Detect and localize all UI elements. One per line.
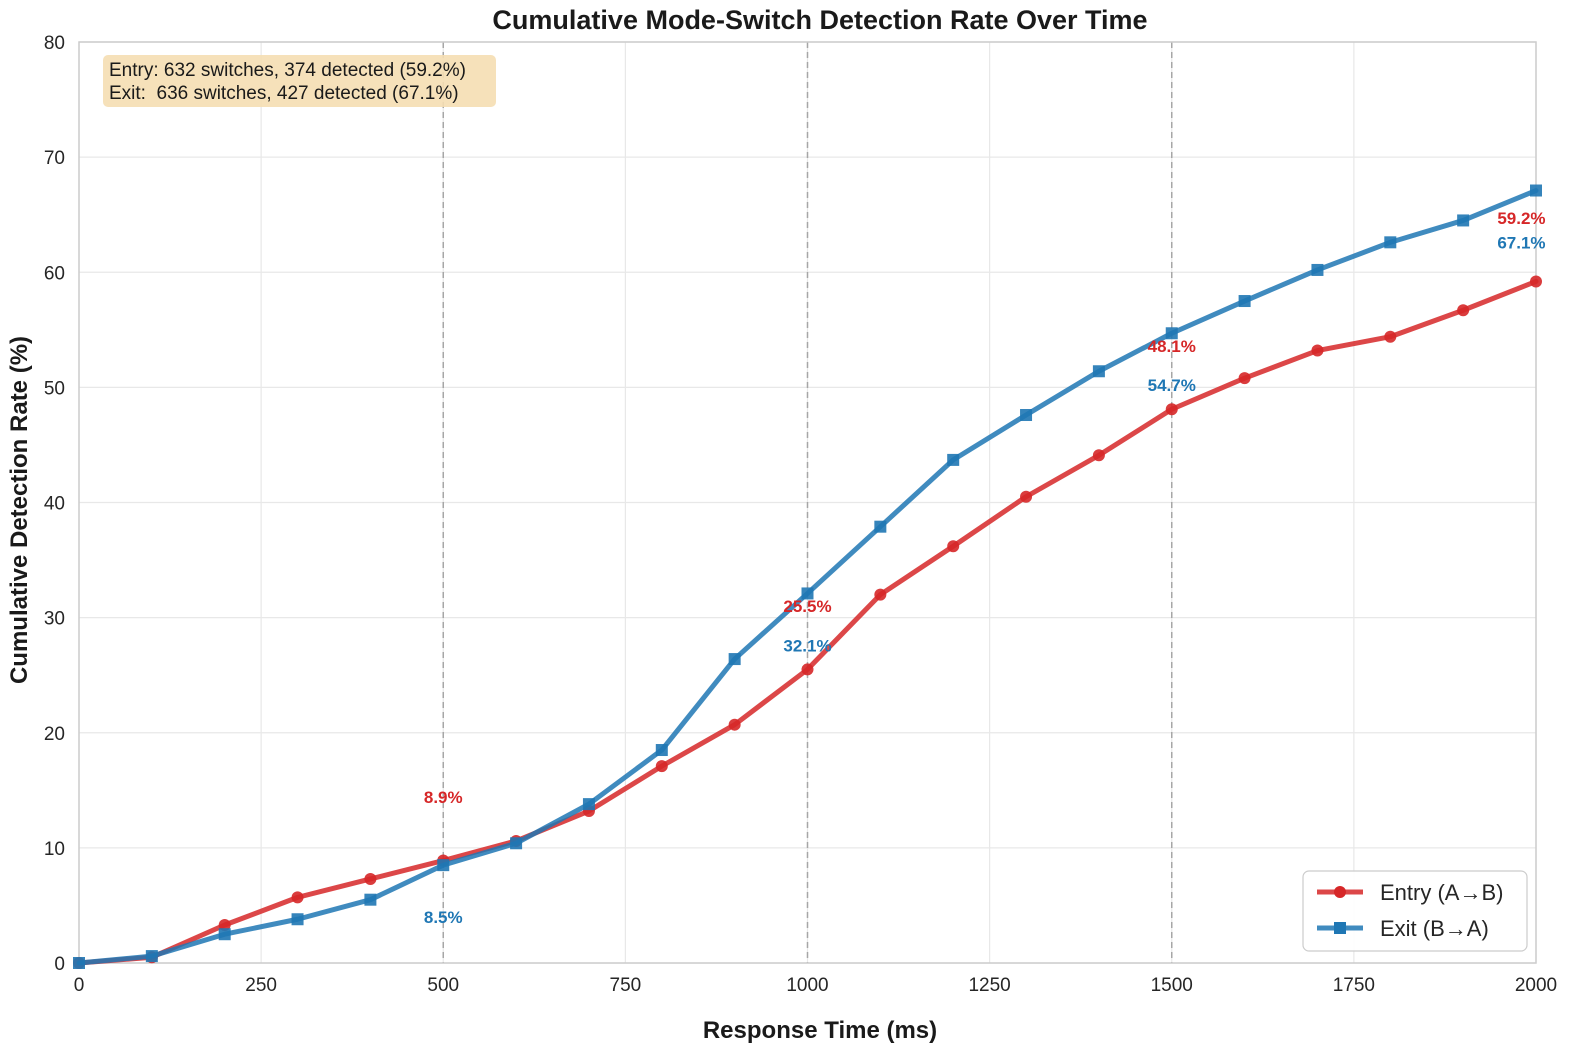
chart-title: Cumulative Mode-Switch Detection Rate Ov… — [492, 5, 1147, 35]
y-tick-label: 10 — [44, 839, 65, 860]
data-point — [1311, 344, 1324, 357]
x-tick-label: 1000 — [786, 975, 828, 996]
y-tick-label: 70 — [44, 148, 65, 169]
y-tick-label: 30 — [44, 609, 65, 630]
summary-info-box: Entry: 632 switches, 374 detected (59.2%… — [103, 55, 496, 107]
plot-frame — [78, 41, 1537, 964]
data-point — [1530, 275, 1542, 288]
data-point — [1238, 372, 1251, 385]
data-point — [364, 872, 377, 885]
reference-lines — [442, 42, 1173, 963]
x-tick-label: 750 — [610, 975, 642, 996]
data-label: 32.1% — [783, 636, 831, 655]
x-tick-label: 1750 — [1333, 975, 1375, 996]
y-axis-title: Cumulative Detection Rate (%) — [6, 336, 33, 684]
y-tick-label: 60 — [44, 263, 65, 284]
info-line-exit: Exit: 636 switches, 427 detected (67.1%) — [109, 83, 459, 104]
x-tick-label: 0 — [74, 975, 85, 996]
data-point — [291, 913, 304, 926]
data-label: 25.5% — [783, 597, 831, 616]
data-point — [1092, 449, 1105, 462]
series-entry — [73, 275, 1542, 969]
data-point — [655, 760, 668, 773]
data-point — [1020, 409, 1033, 422]
data-point — [655, 744, 668, 757]
y-tick-label: 40 — [44, 494, 65, 515]
data-label: 48.1% — [1148, 337, 1196, 356]
x-tick-label: 1250 — [968, 975, 1010, 996]
data-label: 8.9% — [424, 788, 463, 807]
data-point — [1530, 184, 1542, 197]
data-point — [728, 653, 741, 666]
data-point — [1092, 365, 1105, 378]
data-point — [1311, 263, 1324, 276]
info-line-entry: Entry: 632 switches, 374 detected (59.2%… — [109, 60, 466, 81]
data-point — [582, 798, 595, 811]
data-point — [437, 859, 450, 872]
data-point — [947, 540, 960, 553]
data-point — [291, 891, 304, 904]
series — [73, 184, 1542, 969]
data-label: 67.1% — [1497, 233, 1545, 252]
x-tick-label: 250 — [245, 975, 277, 996]
data-label: 59.2% — [1497, 209, 1545, 228]
data-point — [801, 663, 814, 676]
data-point — [364, 893, 377, 906]
x-tick-label: 500 — [427, 975, 459, 996]
y-tick-label: 80 — [44, 33, 65, 54]
data-point — [1384, 236, 1397, 249]
data-point — [1020, 490, 1033, 503]
legend-label: Entry (A→B) — [1380, 880, 1503, 905]
series-exit — [73, 184, 1542, 969]
data-point — [874, 588, 887, 601]
data-label: 54.7% — [1148, 376, 1196, 395]
y-tick-label: 20 — [44, 724, 65, 745]
annotations: 8.9% 8.5% 25.5% 32.1% 48.1% 54.7% 59.2% 67.1% — [424, 209, 1546, 927]
data-point — [947, 453, 960, 466]
x-tick-label: 1500 — [1151, 975, 1193, 996]
data-point — [145, 950, 158, 963]
legend-marker — [1334, 886, 1346, 898]
y-tick-label: 50 — [44, 378, 65, 399]
legend-marker — [1334, 922, 1346, 934]
x-tick-label: 2000 — [1515, 975, 1557, 996]
data-point — [1457, 304, 1470, 317]
data-point — [1238, 295, 1251, 308]
data-point — [218, 928, 231, 941]
data-point — [510, 837, 523, 850]
data-point — [874, 520, 887, 533]
data-point — [728, 718, 741, 731]
data-point — [73, 957, 85, 969]
axis-ticks: 0 250 500 750 1000 1250 1500 1750 2000 0 10 20 30 40 5… — [44, 33, 1557, 996]
legend: Entry (A→B) Exit (B→A) — [1302, 870, 1528, 952]
data-point — [218, 919, 231, 932]
data-label: 8.5% — [424, 908, 463, 927]
data-point — [1384, 330, 1397, 343]
data-point — [1165, 327, 1178, 340]
x-axis-title: Response Time (ms) — [703, 1017, 937, 1044]
info-box-background — [103, 55, 496, 107]
data-point — [1457, 214, 1470, 227]
data-point — [801, 587, 814, 600]
y-tick-label: 0 — [54, 954, 65, 975]
data-point — [1165, 403, 1178, 416]
legend-label: Exit (B→A) — [1380, 916, 1489, 941]
